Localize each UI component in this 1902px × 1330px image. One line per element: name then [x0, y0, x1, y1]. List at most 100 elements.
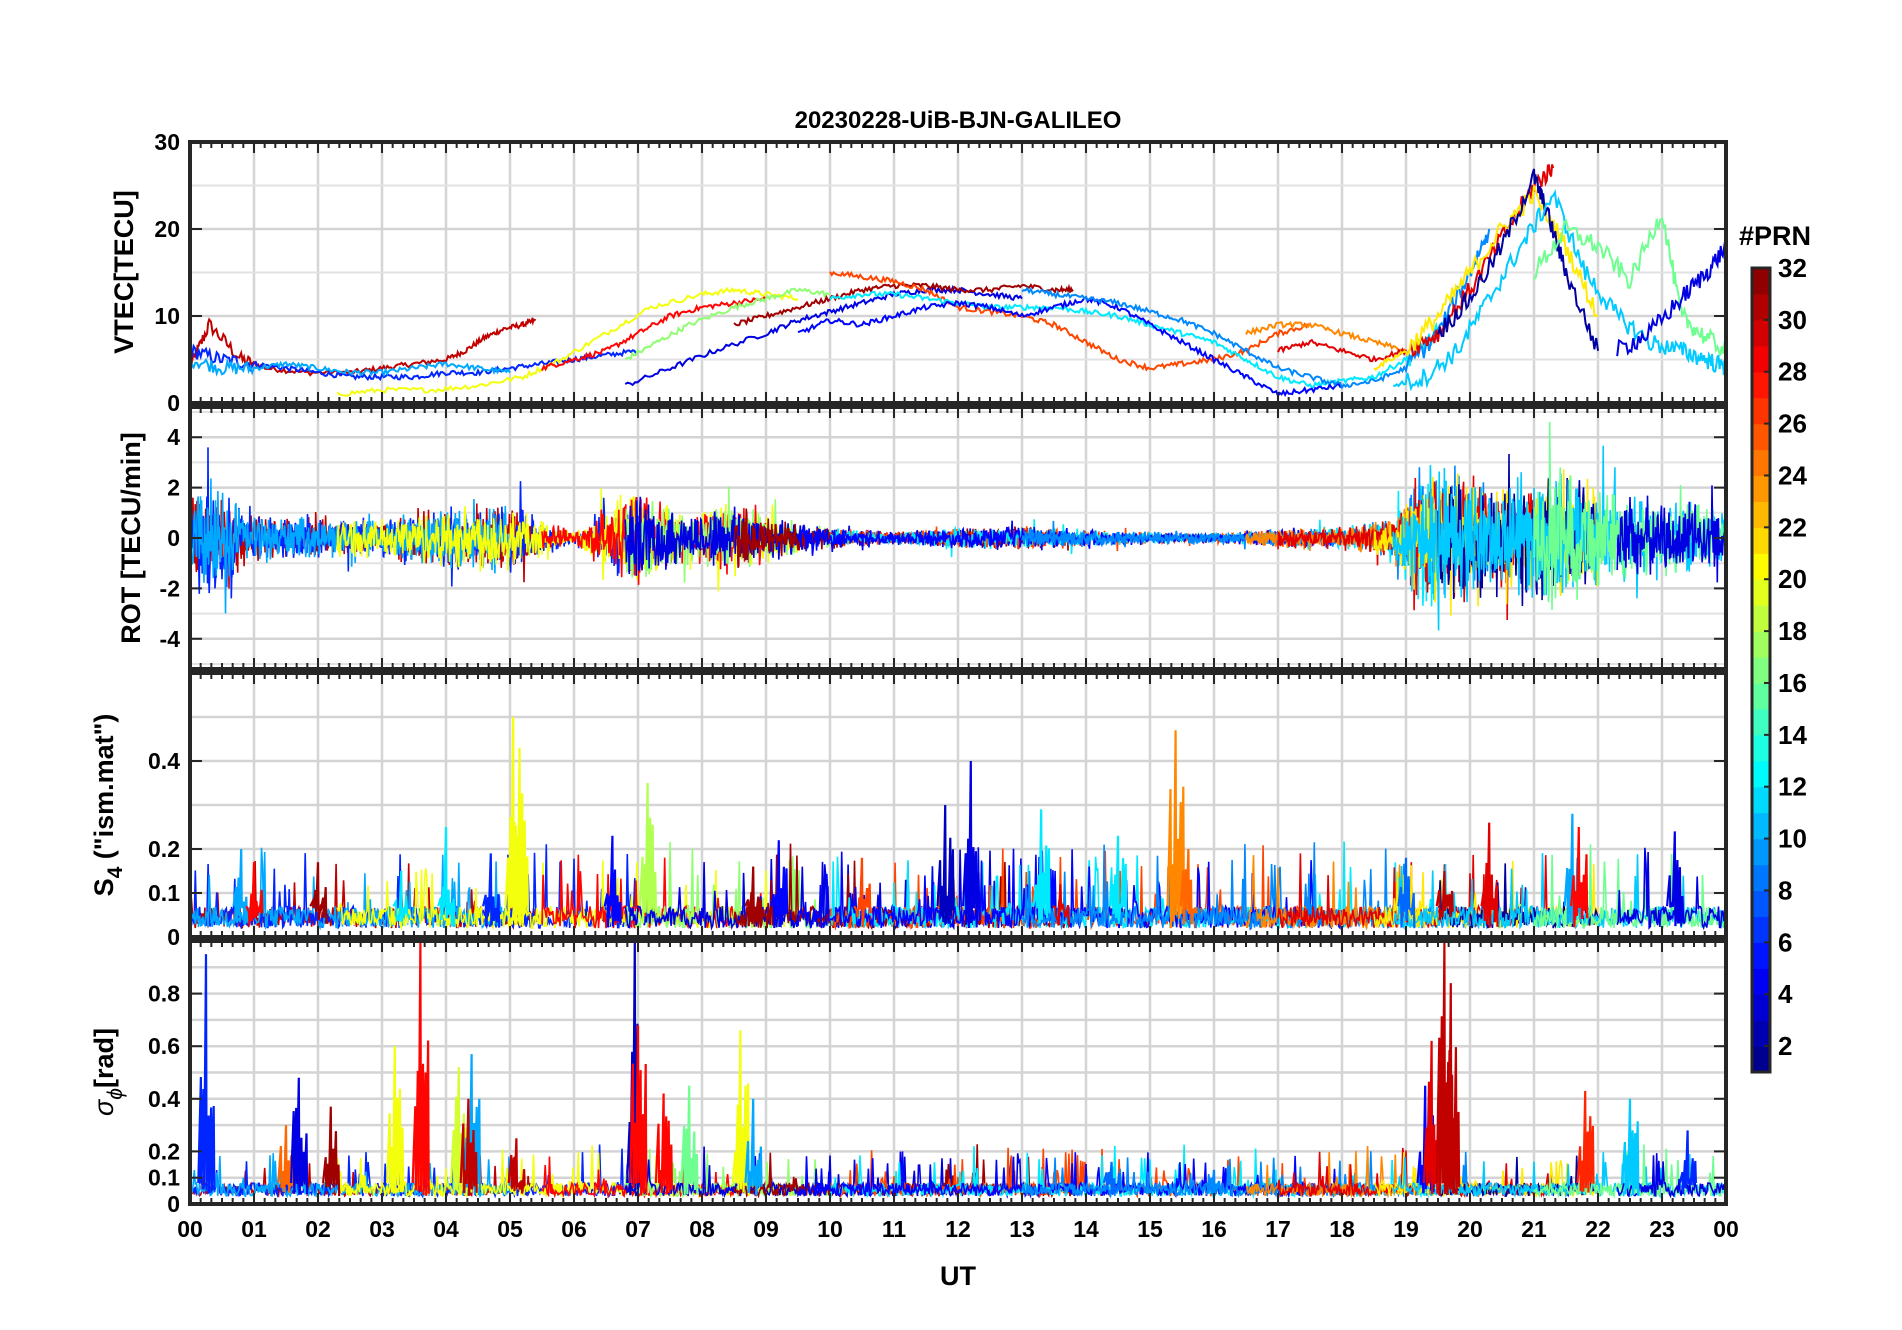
ylabel-s4-sub: 4: [104, 866, 127, 878]
colorbar-tick-label: 16: [1778, 668, 1807, 698]
x-tick-label: 21: [1521, 1216, 1547, 1242]
colorbar-segment: [1752, 397, 1770, 425]
colorbar-tick-label: 28: [1778, 357, 1807, 387]
vtec-line-prn-26: [829, 270, 1311, 372]
lines-sigma-peak-prn-28: [629, 1025, 648, 1196]
panel-rot: -4 -2 0 2 4 ROT [TECU/min]: [116, 405, 1728, 671]
colorbar-segment: [1752, 657, 1770, 684]
x-tick-label: 11: [882, 1216, 907, 1242]
vtec-line-prn-21: [1373, 185, 1599, 371]
lines-sigma-peak-prn-10: [744, 1098, 763, 1196]
lines-sigma-trace-prn-28: [541, 1156, 767, 1199]
y-tick-label: 0.4: [148, 1086, 180, 1112]
y-tick-label: 0: [167, 1191, 180, 1217]
lines-sigma-peak-prn-29: [1422, 1040, 1441, 1195]
ylabel-sigma-rest: [rad]: [89, 1028, 119, 1088]
y-tick-label: 0.1: [148, 1165, 180, 1191]
colorbar-segment: [1752, 890, 1770, 917]
lines-sigma-peak-prn-30: [1435, 941, 1454, 1196]
x-axis-label: UT: [940, 1261, 976, 1291]
vtec-line-prn-9: [1021, 228, 1491, 390]
lines-sigma-peak-prn-20: [386, 1046, 405, 1193]
lines-sigma-trace-prn-4: [1616, 1153, 1726, 1199]
lines-sigma-peak-prn-28: [654, 1093, 673, 1195]
colorbar-segment: [1752, 527, 1770, 554]
colorbar-tick-label: 4: [1778, 979, 1793, 1009]
colorbar-segment: [1752, 916, 1770, 943]
colorbar-title: #PRN: [1739, 221, 1811, 251]
lines-s4-peak-prn-8: [1397, 857, 1416, 929]
colorbar-segment: [1752, 293, 1770, 321]
lines-sigma-trace-prn-20: [336, 1145, 799, 1199]
lines-sigma-peak-prn-31: [322, 1106, 341, 1197]
lines-s4-peak-prn-28: [245, 862, 264, 926]
vtec-line-prn-5: [797, 295, 1343, 398]
lines-s4-peak-prn-10: [232, 848, 251, 925]
lines-sigma-peak-prn-11: [1621, 1098, 1640, 1196]
axes-vtec: 0 10 20 30: [154, 129, 1728, 416]
x-tick-label: 17: [1265, 1216, 1291, 1242]
colorbar-segment: [1752, 605, 1770, 632]
vtec-line-prn-16: [1533, 217, 1726, 356]
x-tick-label: 04: [433, 1216, 459, 1242]
axes-rot: -4 -2 0 2 4: [160, 405, 1728, 671]
colorbar-segment: [1752, 501, 1770, 528]
colorbar-segment: [1752, 708, 1770, 736]
x-tick-label: 23: [1649, 1216, 1675, 1242]
y-tick-label: 0: [167, 924, 180, 950]
vtec-line-prn-28: [541, 296, 767, 372]
x-tick-labels: 00 01 02 03 04 05 06 07 08 09 10 11 12 13 14 15 16 17 18 19…: [177, 1216, 1739, 1242]
x-tick-label: 08: [689, 1216, 715, 1242]
colorbar-segment: [1752, 838, 1770, 866]
series-vtec: [190, 164, 1726, 398]
colorbar-segment: [1752, 423, 1770, 451]
ylabel-rot: ROT [TECU/min]: [116, 432, 146, 643]
colorbar-frame: [1750, 266, 1772, 1074]
colorbar-segment: [1752, 631, 1770, 658]
y-tick-label: 0.6: [148, 1033, 180, 1059]
y-tick-label: 0: [167, 525, 180, 551]
colorbar-tick-label: 22: [1778, 512, 1807, 542]
y-tick-label: 0: [167, 390, 180, 416]
vtec-line-prn-10: [190, 353, 511, 378]
y-tick-label: 2: [167, 475, 180, 501]
x-tick-label: 07: [625, 1216, 651, 1242]
lines-s4-peak-prn-12: [1032, 809, 1051, 923]
lines-s4-peak-prn-12: [392, 870, 411, 924]
x-tick-label: 13: [1009, 1216, 1035, 1242]
colorbar-segment: [1752, 994, 1770, 1021]
lines-s4-peak-prn-26: [853, 857, 872, 928]
ylabel-sigma: σϕ[rad]: [89, 1028, 127, 1116]
colorbar-tick-label: 20: [1778, 564, 1807, 594]
colorbar-segment: [1752, 475, 1770, 503]
x-tick-label: 12: [945, 1216, 971, 1242]
colorbar-segment: [1752, 1046, 1770, 1073]
x-tick-label: 09: [753, 1216, 779, 1242]
lines-sigma-peak-prn-25: [277, 1125, 296, 1193]
colorbar-segment: [1752, 786, 1770, 814]
colorbar-segment: [1752, 1020, 1770, 1047]
rot-line-prn-4: [1616, 485, 1726, 583]
lines-sigma-peak-prn-28: [411, 941, 430, 1196]
vtec-line-prn-4: [1616, 241, 1726, 357]
vtec-line-prn-17: [624, 287, 831, 361]
rot-line-prn-11: [1392, 445, 1726, 631]
y-tick-label: -2: [160, 575, 180, 601]
x-tick-label: 18: [1329, 1216, 1355, 1242]
series-s4: [190, 716, 1726, 932]
colorbar-segment: [1752, 553, 1770, 580]
colorbar-segment: [1752, 319, 1770, 347]
colorbar-tick-label: 8: [1778, 875, 1792, 905]
lines-s4-peak-prn-25: [1179, 848, 1198, 925]
ylabel-s4: S4 ("ism.mat"): [89, 714, 127, 897]
ylabel-s4-main: S: [89, 878, 119, 896]
colorbar-segment: [1752, 864, 1770, 892]
lines-s4-peak-prn-31: [744, 866, 763, 927]
colorbar-segment: [1752, 812, 1770, 840]
colorbar-segment: [1752, 345, 1770, 373]
colorbar-segment: [1752, 579, 1770, 606]
y-tick-label: 0.2: [148, 836, 180, 862]
lines-s4-peak-prn-12: [437, 826, 456, 928]
